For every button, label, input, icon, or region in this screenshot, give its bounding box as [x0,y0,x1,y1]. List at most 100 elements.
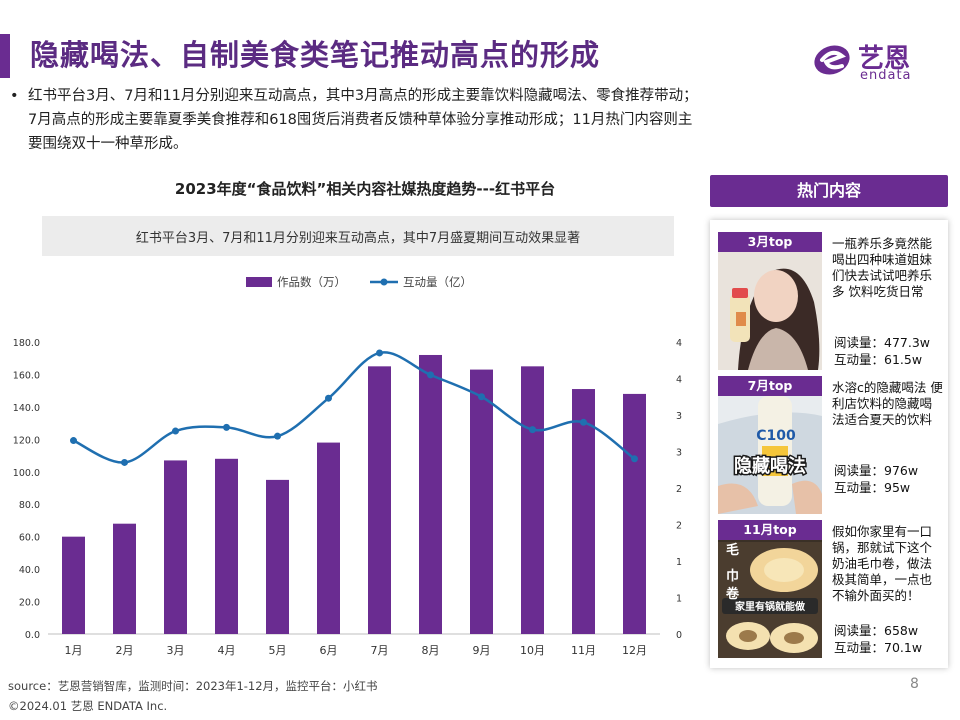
hot-card-july-image-brand: C100 [756,428,796,444]
bar-works-10月 [521,366,544,634]
x-tick-label: 3月 [167,644,185,657]
interaction-point-5月 [274,432,281,440]
hot-card-november-image-char1: 巾 [726,568,739,584]
source-note: source：艺恩营销智库，监测时间：2023年1-12月，监控平台：小红书 [8,679,378,693]
interaction-point-9月 [478,393,485,401]
interaction-line [72,351,636,464]
intro-line-1: 红书平台3月、7月和11月分别迎来互动高点，其中3月高点的形成主要靠饮料隐藏喝法… [28,88,698,104]
y-left-tick-label: 80.0 [19,500,40,511]
y-right-tick-label: 3 [676,411,682,422]
x-tick-label: 5月 [269,644,287,657]
hot-card-march-reads: 阅读量：477.3w [834,335,931,350]
y-right-tick-label: 0 [676,630,682,641]
page-title: 隐藏喝法、自制美食类笔记推动高点的形成 [30,38,601,72]
y-right-tick-label: 3 [676,448,682,459]
interaction-point-10月 [529,426,536,434]
legend-label-line: 互动量（亿） [403,275,472,289]
hot-card-march-image [718,232,822,370]
intro-bullet: • [10,88,19,104]
y-left-tick-label: 140.0 [13,403,40,414]
x-tick-label: 8月 [422,644,440,657]
copyright-note: ©2024.01 艺恩 ENDATA Inc. [8,699,168,713]
hot-content-panel: 3月top 一瓶养乐多竟然能喝出四种味道姐妹们快去试试吧养乐多 饮料吃货日常 阅… [710,220,948,668]
logo-chinese-text: 艺恩 [858,44,911,74]
y-left-tick-label: 100.0 [13,468,40,479]
hot-card-november-image-char3: 毛 [726,542,739,558]
interaction-point-3月 [172,427,179,435]
y-right-tick-label: 4 [676,375,682,386]
bar-works-6月 [317,442,340,634]
x-tick-label: 11月 [571,644,596,657]
page-number: 8 [910,676,919,692]
x-tick-label: 10月 [520,644,545,657]
y-left-tick-label: 40.0 [19,565,40,576]
y-left-tick-label: 120.0 [13,435,40,446]
x-tick-label: 9月 [473,644,491,657]
hot-card-july[interactable]: 隐藏喝法 C100 7月top 水溶c的隐藏喝法 便利店饮料的隐藏喝法适合夏天的… [718,376,944,516]
title-accent-bar [0,34,10,78]
y-right-tick-label: 1 [676,557,682,568]
hot-card-november-badge: 11月top [718,520,822,540]
x-tick-label: 4月 [218,644,236,657]
x-tick-label: 12月 [622,644,647,657]
chart-subtitle-box: 红书平台3月、7月和11月分别迎来互动高点，其中7月盛夏期间互动效果显著 [42,216,674,256]
y-left-tick-label: 0.0 [25,630,40,641]
endata-logo: 艺恩 endata [812,40,930,84]
y-right-tick-label: 1 [676,594,682,605]
hot-card-march-desc: 一瓶养乐多竟然能喝出四种味道姐妹们快去试试吧养乐多 饮料吃货日常 [832,236,933,299]
hot-card-november-image-char2: 卷 [726,586,740,602]
x-tick-label: 1月 [65,644,83,657]
bar-works-3月 [164,460,187,634]
legend-marker-line [380,278,388,286]
bar-works-11月 [572,389,595,634]
interaction-point-1月 [70,437,77,445]
hot-card-july-image-text: 隐藏喝法 [734,455,806,477]
legend-swatch-bars [246,277,272,287]
hot-card-march[interactable]: 3月top 一瓶养乐多竟然能喝出四种味道姐妹们快去试试吧养乐多 饮料吃货日常 阅… [718,232,944,372]
x-tick-label: 6月 [320,644,338,657]
hot-card-november-reads: 阅读量：658w [834,623,919,638]
hot-card-july-badge: 7月top [718,376,822,396]
hot-card-march-badge: 3月top [718,232,822,252]
bar-works-12月 [623,393,646,634]
logo-english-text: endata [860,68,912,83]
endata-logo-icon [814,45,850,75]
bar-works-4月 [215,458,238,634]
hot-card-july-image: 隐藏喝法 C100 [718,376,822,514]
interaction-point-2月 [121,458,128,466]
bar-works-5月 [266,479,289,634]
bar-works-8月 [419,354,442,634]
hot-card-november-image-text: 家里有锅就能做 [735,600,806,613]
interaction-point-6月 [325,394,332,402]
interaction-point-12月 [631,455,638,463]
hot-card-july-reads: 阅读量：976w [834,463,919,478]
intro-line-3: 要围绕双十一种草形成。 [28,136,188,152]
y-left-tick-label: 160.0 [13,370,40,381]
intro-paragraph: • 红书平台3月、7月和11月分别迎来互动高点，其中3月高点的形成主要靠饮料隐藏… [10,84,788,156]
y-left-tick-label: 20.0 [19,598,40,609]
hot-card-november-interactions: 互动量：70.1w [834,640,923,655]
chart-subtitle: 红书平台3月、7月和11月分别迎来互动高点，其中7月盛夏期间互动效果显著 [135,231,581,246]
hot-card-november-desc: 假如你家里有一口锅，那就试下这个奶油毛巾卷，做法极其简单，一点也不输外面买的！ [832,524,933,603]
hot-content-header-label: 热门内容 [796,181,861,200]
hot-card-march-interactions: 互动量：61.5w [834,352,923,367]
hot-card-november-image: 家里有锅就能做 巾 卷 毛 [718,520,822,658]
hot-card-july-desc: 水溶c的隐藏喝法 便利店饮料的隐藏喝法适合夏天的饮料 [832,380,943,427]
intro-line-2: 7月高点的形成主要靠夏季美食推荐和618囤货后消费者反馈种草体验分享推动形成；1… [28,112,693,128]
y-right-tick-label: 2 [676,484,682,495]
y-right-tick-label: 4 [676,338,682,349]
bar-works-7月 [368,366,391,634]
interaction-point-4月 [223,423,230,431]
interaction-point-7月 [376,349,383,357]
bar-works-9月 [470,369,493,634]
interaction-point-8月 [427,371,434,379]
legend-label-bars: 作品数（万） [277,275,346,289]
interaction-point-11月 [580,418,587,426]
x-tick-label: 2月 [116,644,134,657]
chart-title: 2023年度“食品饮料”相关内容社媒热度趋势---红书平台 [174,180,556,198]
trend-chart: 作品数（万） 互动量（亿） 0.0 20.0 40.0 60.0 80.0 100.0 120.… [13,275,682,657]
hot-card-november[interactable]: 家里有锅就能做 巾 卷 毛 11月top 假如你家里有一口锅，那就试下这个奶油毛… [718,520,944,660]
y-right-tick-label: 2 [676,521,682,532]
x-tick-label: 7月 [371,644,389,657]
bar-works-2月 [113,523,136,634]
